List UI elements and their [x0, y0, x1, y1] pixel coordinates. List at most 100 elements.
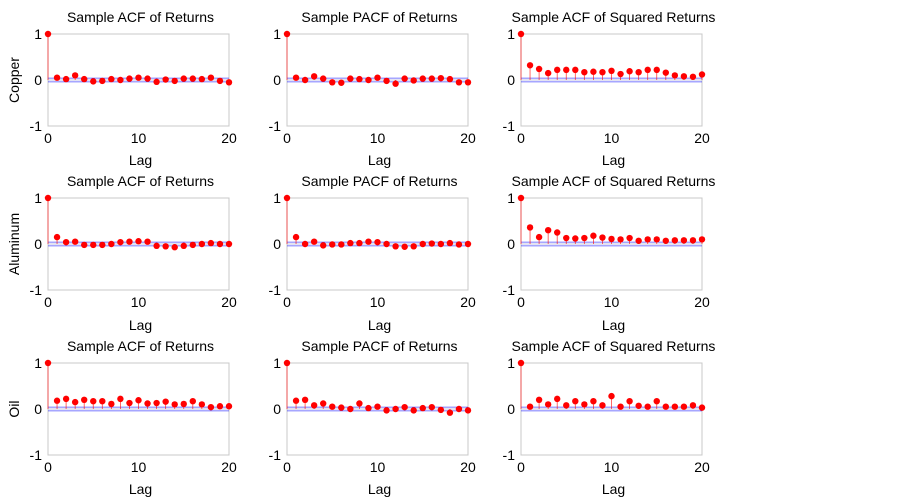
panel-1-2-title: Sample PACF of Returns [301, 9, 457, 25]
panel-3-3-point [617, 403, 624, 410]
panel-3-2-point [329, 403, 336, 410]
panel-2-2-point [301, 240, 309, 248]
panel-3-2-point [283, 359, 291, 367]
panel-2-1-ytick-label: -1 [30, 282, 43, 298]
panel-2-2-point [283, 194, 291, 202]
panel-3-3-point [662, 403, 669, 410]
panel-1-1-point [180, 75, 187, 82]
panel-3-3-ytick-label: -1 [503, 447, 516, 463]
panel-1-2-point [356, 75, 363, 83]
panel-1-1-point [117, 76, 124, 84]
panel-3-1-xtick-label: 10 [131, 459, 147, 475]
panel-2-1-point [171, 244, 178, 251]
panel-1-1-point [53, 74, 61, 81]
panel-3-3-xtick-label: 10 [604, 459, 620, 475]
panel-1-2-xtick-label: 20 [460, 130, 476, 146]
panel-3-3-title: Sample ACF of Squared Returns [512, 338, 716, 354]
panel-3-1-point [126, 399, 133, 407]
panel-2-3-xtick-label: 10 [604, 294, 620, 310]
panel-2-2-ytick-label: 1 [273, 190, 281, 206]
panel-3-1-point [53, 397, 61, 404]
panel-3-3-ytick-label: 0 [507, 401, 515, 417]
panel-2-1-point [108, 240, 115, 248]
panel-2-2-point [347, 239, 354, 247]
panel-1-2-xtick-label: 0 [283, 130, 291, 146]
panel-1-1-point [44, 30, 52, 38]
panel-1-3-ytick-label: 1 [507, 26, 515, 42]
panel-2-3-point [535, 233, 543, 241]
panel-2-1-point [135, 238, 142, 245]
panel-3-2-point [320, 400, 327, 407]
panel-1-1-point [135, 74, 142, 81]
panel-1-3-point [680, 73, 688, 80]
panel-1-1-point [153, 78, 160, 86]
panel-2-3-point [526, 224, 534, 231]
panel-1-3-point [517, 30, 525, 38]
panel-2-2-point [310, 238, 318, 245]
panel-3-2-point [401, 403, 408, 411]
panel-1-3-point [653, 66, 660, 74]
panel-3-1-point [198, 401, 206, 408]
panel-3-1-point [44, 359, 52, 367]
panel-3-2-point [310, 402, 318, 409]
panel-3-3-ytick-label: 1 [507, 355, 515, 371]
panel-1-1-point [99, 77, 106, 85]
panel-3-2-point [428, 403, 435, 411]
panel-1-3-xlabel: Lag [602, 152, 625, 168]
panel-1-2-point [455, 79, 463, 86]
panel-3-2-xtick-label: 0 [283, 459, 291, 475]
panel-2-3-ytick-label: -1 [503, 282, 516, 298]
panel-3-3-point [581, 401, 588, 408]
panel-1-3-xtick-label: 10 [604, 130, 620, 146]
panel-3-2-point [455, 405, 463, 413]
panel-2-3-point [698, 236, 706, 243]
panel-1-2-point [410, 77, 417, 84]
panel-1-3-point [590, 68, 597, 75]
panel-3-2-point [374, 403, 381, 410]
panel-3-3-point [689, 402, 697, 409]
panel-1-1-ytick-label: 0 [34, 72, 42, 88]
panel-1-1-point [162, 76, 169, 83]
panel-2-1-title: Sample ACF of Returns [67, 173, 214, 189]
panel-3-3-point [698, 404, 706, 411]
panel-3-2-xlabel: Lag [368, 481, 391, 497]
panel-2-3-point [635, 237, 642, 244]
panel-2-1-point [81, 241, 88, 249]
panel-2-2-point [365, 238, 372, 245]
panel-1-2-ytick-label: 0 [273, 72, 281, 88]
panel-1-1-point [126, 75, 133, 82]
panel-2-3-point [689, 237, 697, 244]
panel-2-2-ytick-label: -1 [269, 282, 282, 298]
panel-1-3-point [544, 69, 552, 77]
panel-2-1-point [99, 241, 106, 249]
panel-3-1-xtick-label: 20 [221, 459, 237, 475]
panel-3-2-point [464, 407, 472, 414]
panel-3-3-point [635, 402, 642, 409]
panel-2-2-xtick-label: 20 [460, 294, 476, 310]
panel-3-2-title: Sample PACF of Returns [301, 338, 457, 354]
panel-2-1-xtick-label: 0 [44, 294, 52, 310]
panel-3-3-point [626, 397, 633, 405]
panel-2-2-point [428, 240, 435, 247]
panel-1-1-point [90, 78, 97, 85]
panel-2-1-point [189, 241, 196, 249]
panel-2-1-xtick-label: 20 [221, 294, 237, 310]
panel-2-2-point [464, 240, 472, 248]
panel-2-2-xtick-label: 0 [283, 294, 291, 310]
panel-2-1-point [126, 238, 133, 245]
panel-3-1-point [71, 398, 79, 406]
panel-1-2-point [301, 76, 309, 84]
panel-3-1-point [81, 396, 88, 403]
panel-1-3-xtick-label: 0 [517, 130, 525, 146]
panel-2-3-point [563, 234, 570, 242]
panel-3-1-ytick-label: -1 [30, 447, 43, 463]
row-label-aluminum: Aluminum [6, 213, 22, 275]
panel-1-3-ytick-label: 0 [507, 72, 515, 88]
panel-3-1-point [144, 400, 151, 407]
panel-2-2-point [437, 240, 445, 248]
panel-2-1-point [225, 240, 233, 248]
panel-2-1-point [144, 238, 151, 245]
panel-3-1-xtick-label: 0 [44, 459, 52, 475]
panel-3-1-point [180, 400, 187, 408]
panel-1-3-point [563, 66, 570, 74]
